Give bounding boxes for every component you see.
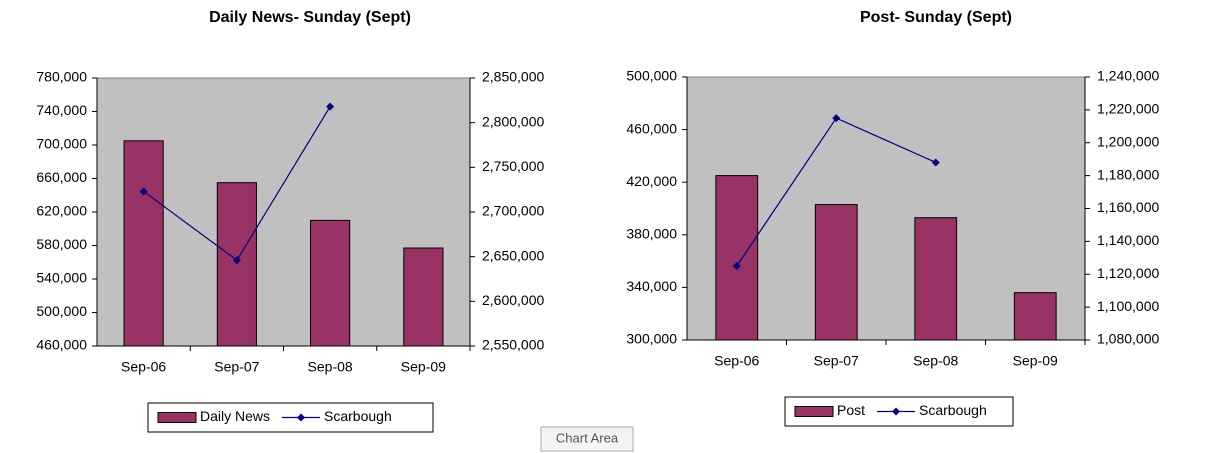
tooltip-box <box>540 426 634 452</box>
y-tick-label: 580,000 <box>36 236 87 252</box>
y-tick-label: 460,000 <box>626 120 677 136</box>
y2-tick-label: 2,800,000 <box>482 113 544 129</box>
bar <box>310 219 351 347</box>
y2-tick-label: 1,220,000 <box>1097 101 1159 117</box>
bar <box>814 204 858 341</box>
x-tick-label: Sep-09 <box>1013 353 1058 369</box>
marker <box>931 158 940 167</box>
y-tick-label: 460,000 <box>36 337 87 353</box>
legend-marker <box>297 413 306 422</box>
y2-tick-label: 1,240,000 <box>1097 68 1159 84</box>
marker <box>232 256 241 265</box>
y-tick-label: 540,000 <box>36 270 87 286</box>
marker <box>139 187 148 196</box>
y2-tick-label: 1,080,000 <box>1097 331 1159 347</box>
y-tick-label: 700,000 <box>36 136 87 152</box>
bar <box>123 140 164 347</box>
x-tick-label: Sep-06 <box>121 359 166 375</box>
y2-tick-label: 1,120,000 <box>1097 265 1159 281</box>
marker <box>326 102 335 111</box>
bar <box>914 217 958 341</box>
bar <box>216 182 257 347</box>
bar <box>1013 292 1057 341</box>
bar <box>403 247 444 347</box>
y-tick-label: 300,000 <box>626 331 677 347</box>
y2-tick-label: 2,550,000 <box>482 337 544 353</box>
legend-label: Scarbough <box>919 402 987 418</box>
legend-swatch <box>157 412 197 423</box>
x-tick-label: Sep-07 <box>814 353 859 369</box>
x-tick-label: Sep-08 <box>308 359 353 375</box>
y-tick-label: 500,000 <box>626 68 677 84</box>
y2-tick-label: 1,140,000 <box>1097 232 1159 248</box>
chart-title: Post- Sunday (Sept) <box>860 9 1012 26</box>
y2-tick-label: 1,160,000 <box>1097 199 1159 215</box>
x-tick-label: Sep-09 <box>401 359 446 375</box>
y-tick-label: 780,000 <box>36 69 87 85</box>
legend-marker <box>892 407 901 416</box>
y2-tick-label: 1,200,000 <box>1097 133 1159 149</box>
marker <box>732 262 741 271</box>
x-tick-label: Sep-07 <box>214 359 259 375</box>
x-tick-label: Sep-06 <box>714 353 759 369</box>
y-tick-label: 740,000 <box>36 102 87 118</box>
bar <box>715 175 759 341</box>
y2-tick-label: 1,180,000 <box>1097 166 1159 182</box>
legend-label: Post <box>837 402 865 418</box>
y2-tick-label: 2,600,000 <box>482 292 544 308</box>
y2-tick-label: 1,100,000 <box>1097 298 1159 314</box>
marker <box>832 114 841 123</box>
y2-tick-label: 2,850,000 <box>482 69 544 85</box>
y-tick-label: 380,000 <box>626 226 677 242</box>
legend-swatch <box>794 406 834 417</box>
y-tick-label: 340,000 <box>626 278 677 294</box>
legend-label: Daily News <box>200 408 270 424</box>
legend-label: Scarbough <box>324 408 392 424</box>
y2-tick-label: 2,650,000 <box>482 247 544 263</box>
y2-tick-label: 2,750,000 <box>482 158 544 174</box>
y-tick-label: 420,000 <box>626 173 677 189</box>
chart-title: Daily News- Sunday (Sept) <box>209 9 411 26</box>
tooltip: Chart Area <box>556 430 619 445</box>
x-tick-label: Sep-08 <box>913 353 958 369</box>
y-tick-label: 660,000 <box>36 169 87 185</box>
y-tick-label: 620,000 <box>36 203 87 219</box>
y2-tick-label: 2,700,000 <box>482 203 544 219</box>
y-tick-label: 500,000 <box>36 303 87 319</box>
